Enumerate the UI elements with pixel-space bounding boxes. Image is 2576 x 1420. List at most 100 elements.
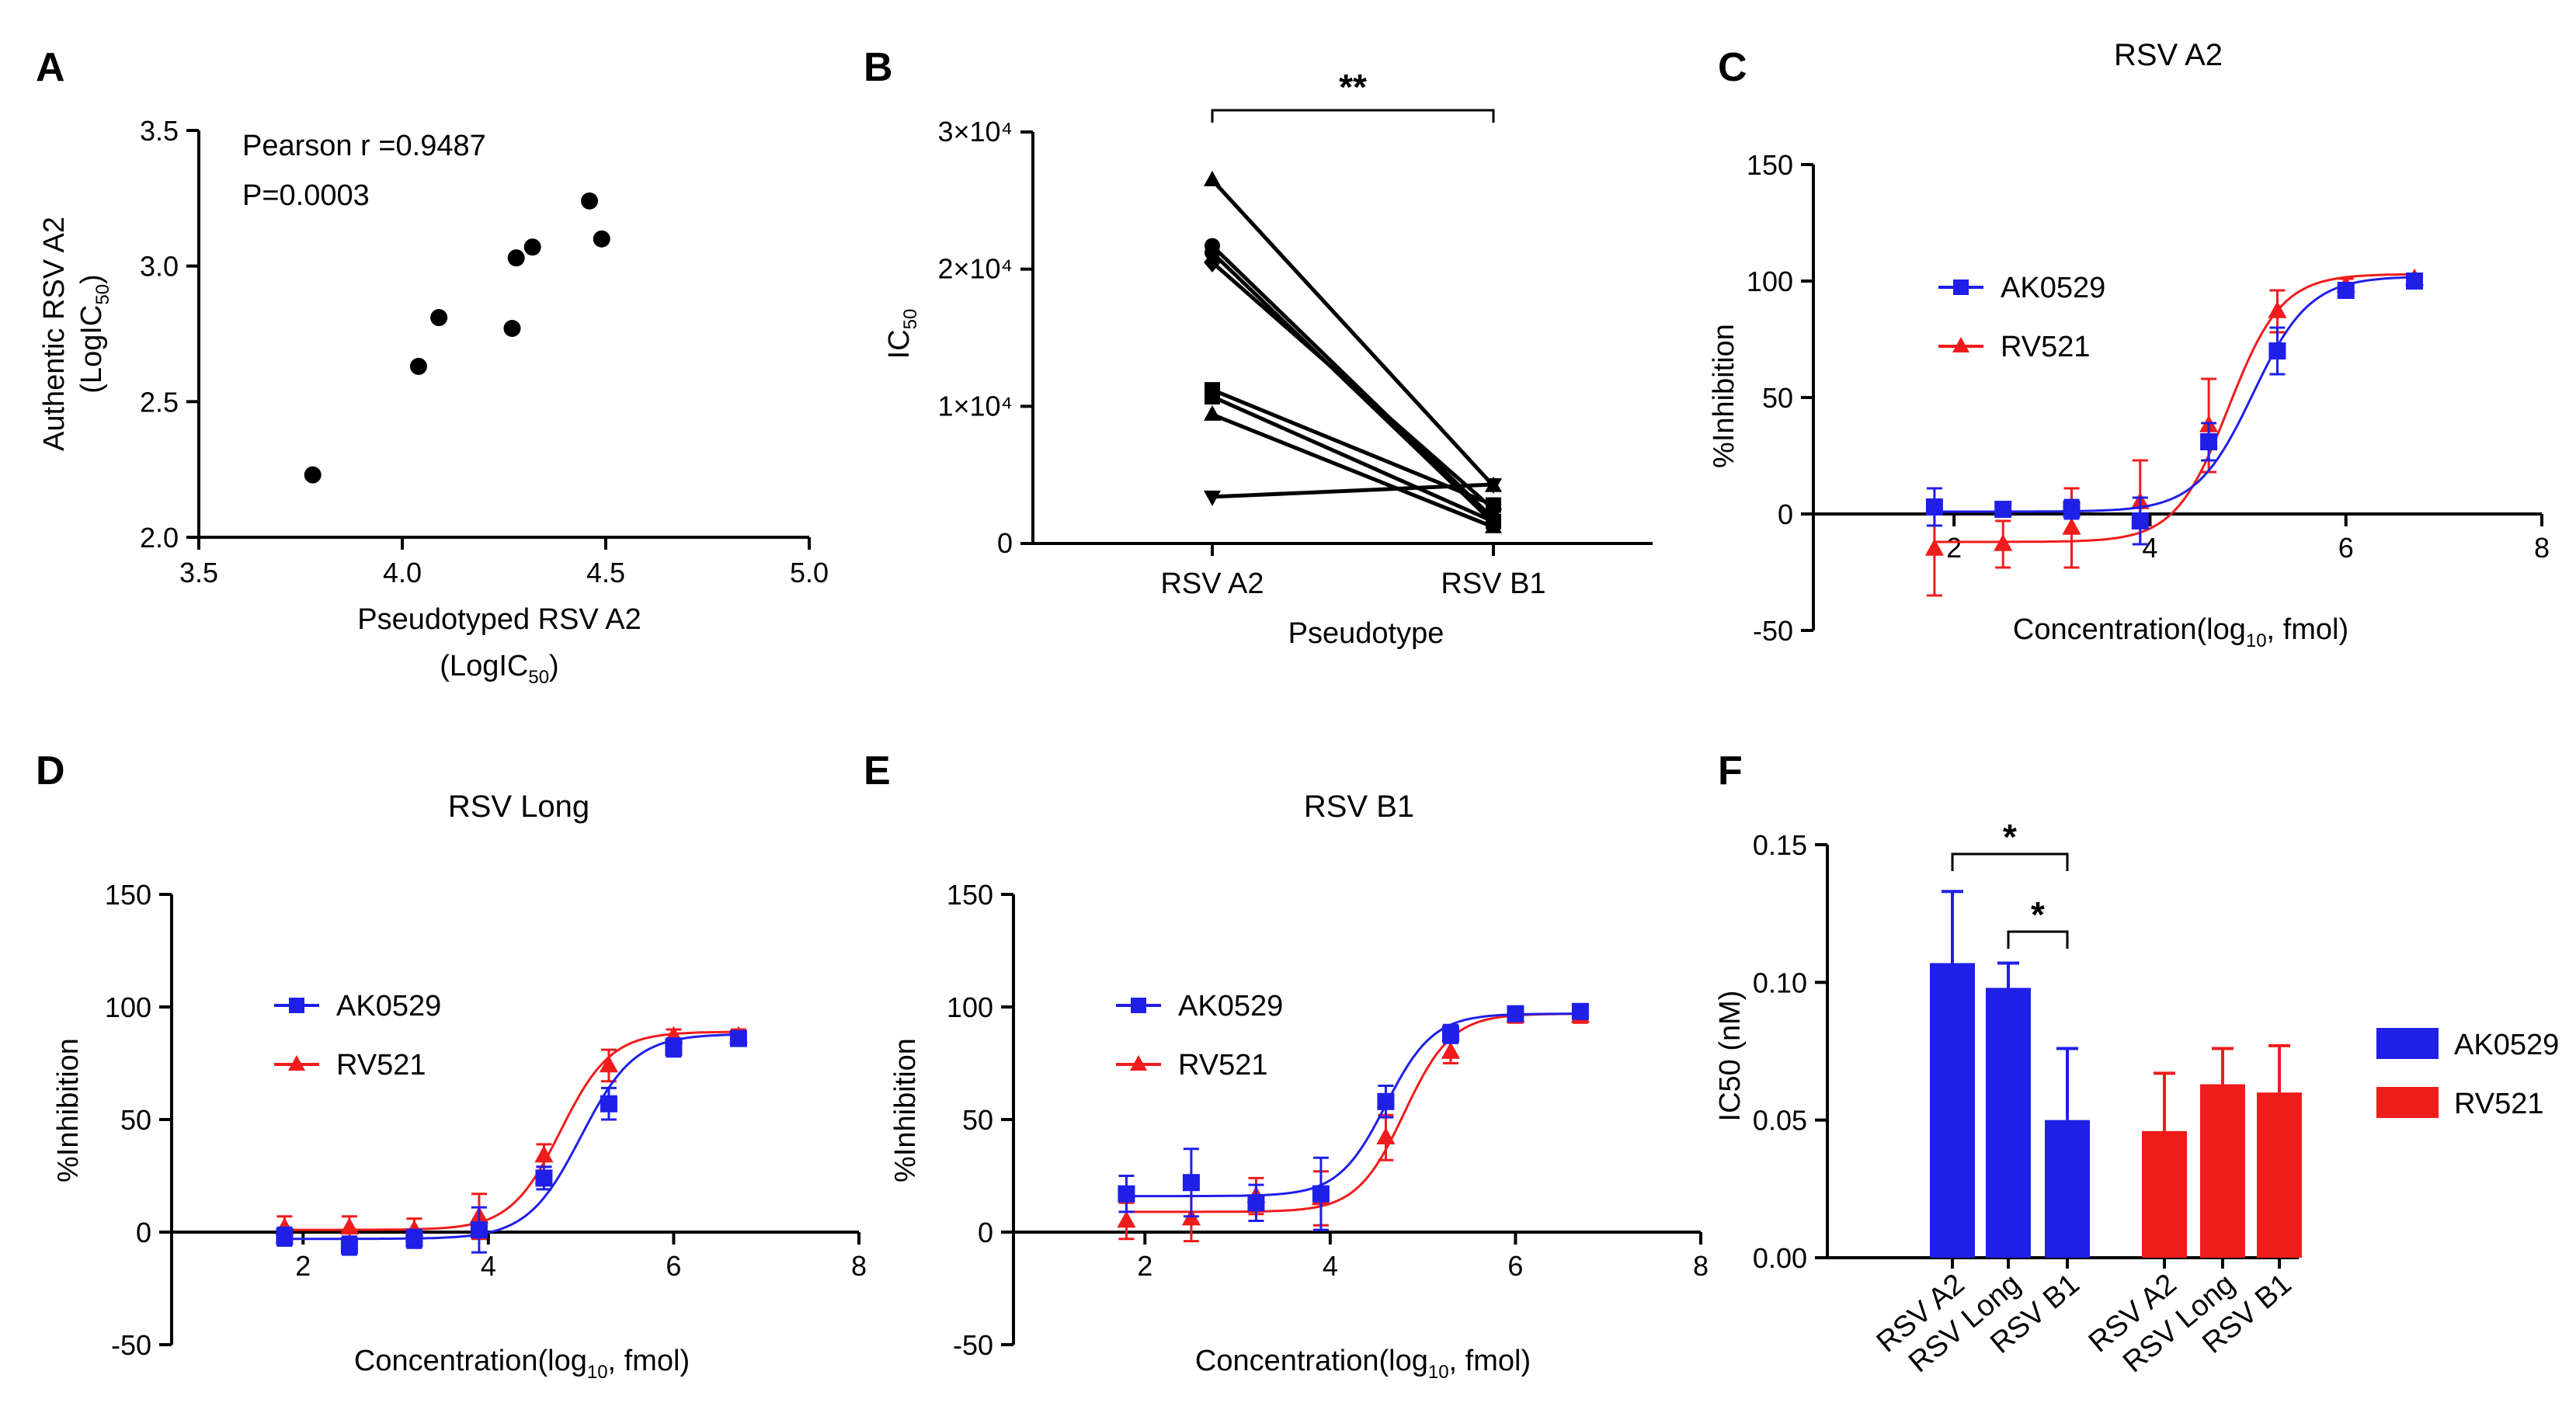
panel-a-points xyxy=(304,192,610,484)
y-tick-label-a: 3.0 xyxy=(140,251,179,283)
fit-curve-rv521 xyxy=(1934,273,2415,543)
panel-label-e: E xyxy=(864,748,891,793)
data-point-ak0529 xyxy=(729,1029,747,1047)
x-axis-label-d: Concentration(log10, fmol) xyxy=(354,1345,690,1383)
data-point-ak0529 xyxy=(600,1095,617,1113)
panel-c-legend: AK0529 RV521 xyxy=(1938,272,2105,363)
y-axis-label-a: Authentic RSV A2 xyxy=(38,217,71,451)
data-point-rv521 xyxy=(1117,1210,1136,1228)
x-axis-label-b: Pseudotype xyxy=(1288,617,1444,650)
scatter-point xyxy=(304,466,322,484)
panel-label-d: D xyxy=(36,748,65,793)
x-tick-label: 6 xyxy=(2338,532,2354,564)
pair-marker xyxy=(1485,478,1502,495)
y-tick-label: 50 xyxy=(1762,382,1793,414)
data-point-ak0529 xyxy=(535,1169,553,1187)
data-point-rv521 xyxy=(599,1055,619,1073)
y-tick-label-f: 0.15 xyxy=(1753,829,1807,861)
pair-marker xyxy=(1204,252,1221,273)
data-point-ak0529 xyxy=(2200,433,2218,450)
y-axis-label-d: %Inhibition xyxy=(52,1038,85,1182)
category-label-b: RSV A2 xyxy=(1160,568,1264,600)
title-e: RSV B1 xyxy=(1304,790,1414,824)
y-tick-label-b: 2×10⁴ xyxy=(937,253,1013,285)
bar xyxy=(1930,963,1975,1258)
significance-bracket-f xyxy=(2007,930,2069,949)
data-point-rv521 xyxy=(339,1217,360,1234)
legend-label: RV521 xyxy=(1178,1049,1268,1081)
y-tick-label-f: 0.00 xyxy=(1753,1242,1807,1274)
data-point-ak0529 xyxy=(276,1227,294,1245)
x-tick-label-a: 5.0 xyxy=(790,557,829,588)
data-point-ak0529 xyxy=(470,1221,488,1239)
paired-line xyxy=(1211,260,1495,511)
legend-marker xyxy=(289,998,304,1013)
data-point-ak0529 xyxy=(1441,1025,1459,1043)
data-point-ak0529 xyxy=(405,1230,423,1248)
pair-marker xyxy=(1205,388,1220,404)
data-point-ak0529 xyxy=(2063,501,2081,518)
pair-marker xyxy=(1485,517,1502,533)
y-tick-label-b: 1×10⁴ xyxy=(937,390,1013,422)
panel-a: A 3.5 4.0 4.5 5.0 2.0 2.5 3.0 3.5 Pearson r =0.… xyxy=(36,45,829,688)
x-tick-label: 6 xyxy=(1507,1250,1523,1282)
panel-f-legend: AK0529 RV521 xyxy=(2376,1028,2559,1120)
scatter-point xyxy=(581,192,599,210)
pair-marker xyxy=(1204,490,1221,506)
legend-marker xyxy=(1131,998,1146,1013)
scatter-point xyxy=(503,320,521,338)
legend-label: AK0529 xyxy=(1178,990,1283,1022)
data-point-ak0529 xyxy=(1507,1005,1524,1022)
legend-marker xyxy=(288,1055,305,1071)
y-axis-label-b: IC50 xyxy=(883,309,921,359)
legend-label: AK0529 xyxy=(2001,272,2105,304)
panel-label-f: F xyxy=(1718,748,1743,793)
legend-marker xyxy=(1952,337,1969,352)
fit-curve-ak0529 xyxy=(1934,276,2415,513)
x-tick-label: 4 xyxy=(1323,1250,1338,1282)
y-axis-label-a-units: (LogIC50) xyxy=(75,274,113,393)
pair-marker xyxy=(1204,404,1221,421)
significance-f: * xyxy=(2003,817,2017,857)
y-tick-label: 0 xyxy=(1778,498,1793,530)
y-tick-label: -50 xyxy=(1753,615,1793,647)
data-point-ak0529 xyxy=(1247,1194,1265,1212)
y-tick-label-f: 0.05 xyxy=(1753,1105,1807,1137)
x-tick-label-a: 3.5 xyxy=(179,557,218,588)
panel-b-pairs xyxy=(1204,109,1502,533)
y-axis-label-e: %Inhibition xyxy=(889,1038,922,1182)
y-tick-label: -50 xyxy=(111,1329,151,1361)
x-axis-label-a: Pseudotyped RSV A2 xyxy=(357,603,641,636)
bar xyxy=(2142,1130,2187,1258)
category-label-b: RSV B1 xyxy=(1441,568,1545,600)
y-tick-label-b: 3×10⁴ xyxy=(937,116,1013,148)
panel-label-c: C xyxy=(1718,45,1747,90)
panel-c-axes: 2 4 6 8 -50 0 50 100 150 xyxy=(1747,149,2550,647)
legend-swatch xyxy=(2376,1087,2439,1118)
data-point-rv521 xyxy=(1441,1041,1461,1059)
y-tick-label: 100 xyxy=(947,991,993,1023)
y-tick-label: 100 xyxy=(105,991,151,1023)
x-tick-label: 2 xyxy=(1137,1250,1152,1282)
x-tick-label: 4 xyxy=(481,1250,496,1282)
y-tick-label-a: 2.0 xyxy=(140,522,179,554)
paired-line xyxy=(1212,482,1494,499)
panel-label-a: A xyxy=(36,45,65,90)
x-axis-label-e: Concentration(log10, fmol) xyxy=(1195,1345,1531,1383)
y-tick-label-a: 2.5 xyxy=(140,386,179,418)
x-axis-label-c: Concentration(log10, fmol) xyxy=(2013,613,2348,651)
x-axis-label-a-units: (LogIC50) xyxy=(440,650,558,688)
panel-d-axes: 2 4 6 8 -50 0 50 100 150 xyxy=(105,879,867,1361)
y-tick-label: 100 xyxy=(1747,266,1793,297)
bar xyxy=(2257,1092,2302,1258)
y-tick-label: 50 xyxy=(962,1104,993,1136)
y-axis-label-f: IC50 (nM) xyxy=(1714,991,1747,1122)
x-tick-label: 4 xyxy=(2142,532,2157,564)
y-tick-label-b: 0 xyxy=(997,527,1013,559)
paired-line xyxy=(1211,244,1495,520)
y-tick-label: 150 xyxy=(1747,149,1793,181)
bar xyxy=(2200,1084,2245,1258)
data-point-ak0529 xyxy=(2131,512,2149,529)
significance-bracket-f xyxy=(1951,852,2069,871)
